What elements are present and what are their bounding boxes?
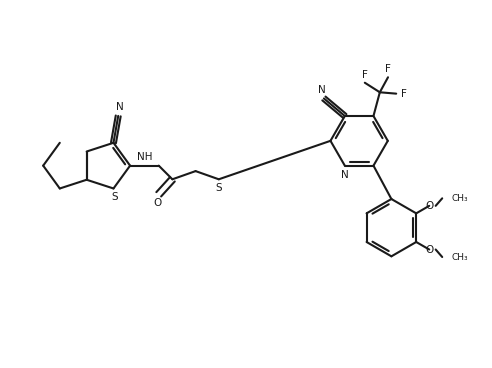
Text: CH₃: CH₃ xyxy=(451,252,468,262)
Text: F: F xyxy=(362,70,368,80)
Text: O: O xyxy=(425,201,433,211)
Text: S: S xyxy=(111,192,118,202)
Text: N: N xyxy=(318,85,326,95)
Text: NH: NH xyxy=(137,152,152,162)
Text: S: S xyxy=(215,183,222,193)
Text: O: O xyxy=(425,244,433,255)
Text: F: F xyxy=(401,89,407,99)
Text: N: N xyxy=(116,102,124,113)
Text: F: F xyxy=(385,64,391,74)
Text: CH₃: CH₃ xyxy=(451,194,468,203)
Text: O: O xyxy=(154,198,162,208)
Text: N: N xyxy=(341,170,349,180)
